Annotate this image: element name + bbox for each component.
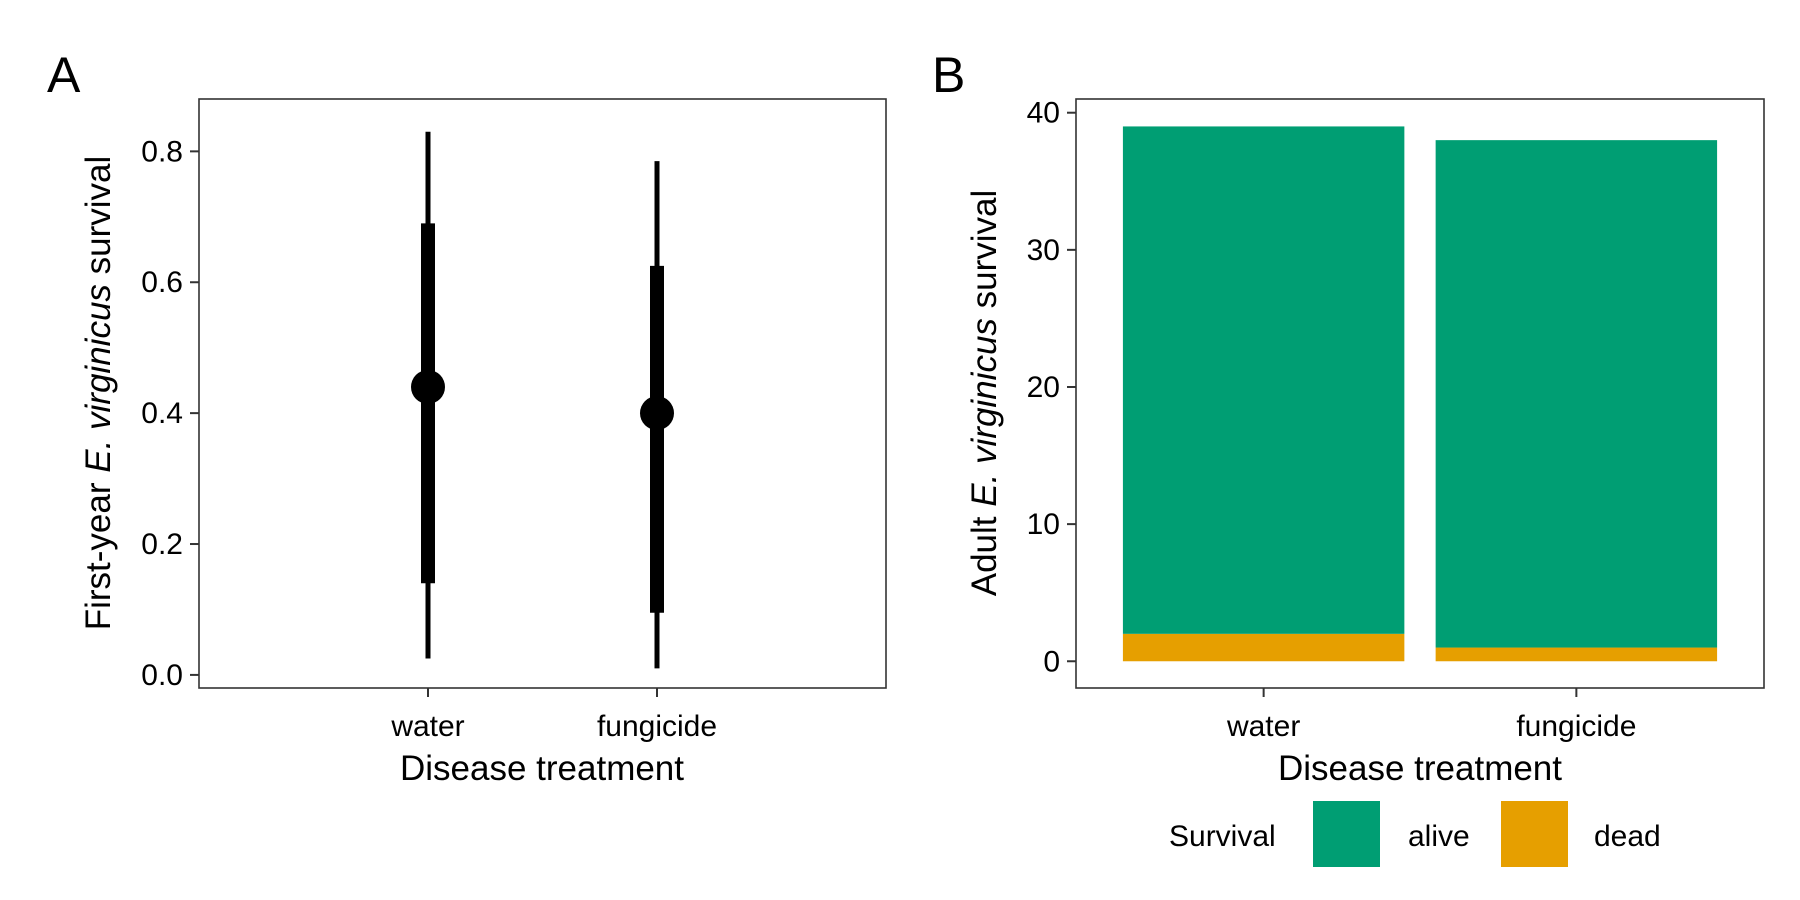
panel-a-y-tick-label: 0.2: [141, 528, 183, 561]
panel-a-letter: A: [47, 47, 81, 103]
panel-a-ylabel-species: E. virginicus: [79, 284, 118, 473]
panel-a-x-tick-label-fungicide: fungicide: [597, 710, 717, 743]
legend-label-dead: dead: [1594, 820, 1661, 853]
panel-a-ylabel-prefix: First-year: [79, 473, 118, 631]
panel-b-ylabel-suffix: survival: [965, 190, 1004, 318]
point-estimate-fungicide: [640, 396, 674, 431]
panel-a-y-axis-title: First-year E. virginicus survival: [79, 156, 118, 631]
panel-b-y-axis-title: Adult E. virginicus survival: [965, 190, 1004, 597]
panel-a-x-tick-label-water: water: [390, 710, 464, 743]
panel-a-y-axis: 0.0 0.2 0.4 0.6 0.8: [141, 135, 199, 692]
panel-b-y-tick-label: 40: [1027, 97, 1060, 130]
panel-a-y-tick-label: 0.0: [141, 659, 183, 692]
panel-b-x-axis: water fungicide: [1226, 688, 1636, 743]
panel-b-bars: [1122, 126, 1718, 662]
legend-swatch-dead: [1501, 801, 1568, 867]
legend-swatch-alive: [1313, 801, 1380, 867]
point-estimate-water: [411, 369, 445, 404]
panel-b-y-tick-label: 0: [1043, 645, 1060, 678]
panel-b-x-axis-title: Disease treatment: [1278, 749, 1562, 788]
panel-a: A 0.0 0.2 0.4 0.6 0.8 water fungicide Disease…: [47, 47, 887, 788]
panel-a-plot-area: [198, 98, 887, 689]
panel-b-x-tick-label-water: water: [1226, 710, 1300, 743]
panel-b-x-tick-label-fungicide: fungicide: [1516, 710, 1636, 743]
panel-a-marks: [411, 131, 674, 669]
panel-b-y-tick-label: 10: [1027, 508, 1060, 541]
legend-label-alive: alive: [1408, 820, 1470, 853]
panel-a-x-axis-title: Disease treatment: [400, 749, 684, 788]
panel-a-y-tick-label: 0.6: [141, 266, 183, 299]
panel-b-ylabel-species: E. virginicus: [965, 318, 1004, 507]
panel-b-plot-area: [1075, 98, 1765, 689]
panel-b-letter: B: [932, 47, 965, 103]
panel-a-x-axis: water fungicide: [390, 688, 717, 743]
bar-dead-fungicide: [1435, 647, 1718, 662]
legend-title: Survival: [1169, 820, 1276, 853]
panel-b-y-tick-label: 20: [1027, 371, 1060, 404]
panel-b: B 0 10 20 30 40 water fungicide Disease treat…: [932, 47, 1765, 867]
bar-alive-fungicide: [1435, 140, 1718, 648]
bar-alive-water: [1122, 126, 1405, 634]
panel-b-y-tick-label: 30: [1027, 234, 1060, 267]
panel-a-y-tick-label: 0.8: [141, 135, 183, 168]
legend: Survival alive dead: [1169, 801, 1661, 867]
panel-b-ylabel-prefix: Adult: [965, 507, 1004, 597]
bar-dead-water: [1122, 633, 1405, 662]
panel-a-ylabel-suffix: survival: [79, 156, 118, 284]
panel-b-y-axis: 0 10 20 30 40: [1027, 97, 1076, 678]
panel-a-y-tick-label: 0.4: [141, 397, 183, 430]
